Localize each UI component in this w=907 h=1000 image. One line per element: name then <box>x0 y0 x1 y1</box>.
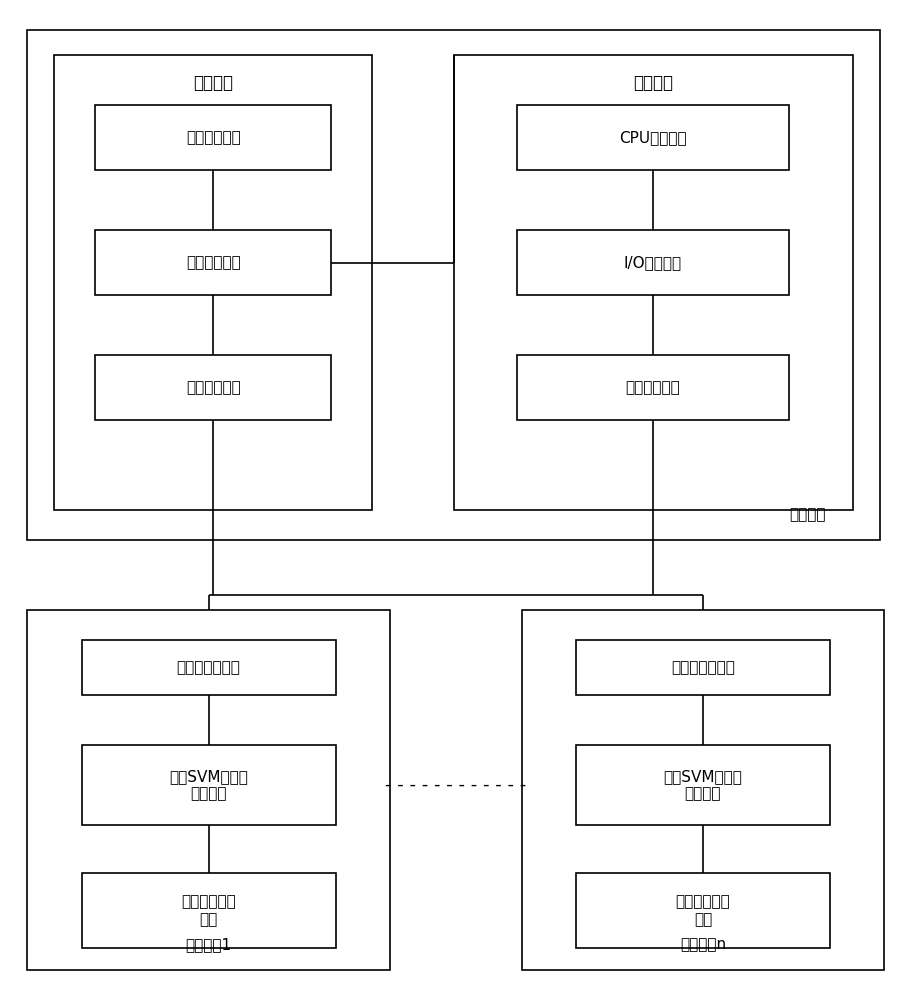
Text: 服务发现模块: 服务发现模块 <box>186 380 240 395</box>
Bar <box>82 873 336 948</box>
Text: 容器状态分析器: 容器状态分析器 <box>671 660 735 675</box>
Text: 网络监控模块: 网络监控模块 <box>626 380 680 395</box>
Text: 应用调度模块: 应用调度模块 <box>186 255 240 270</box>
Text: 应用管理模块: 应用管理模块 <box>186 130 240 145</box>
Bar <box>95 105 331 170</box>
Bar <box>576 640 830 695</box>
Bar <box>454 55 853 510</box>
Bar <box>517 105 789 170</box>
Bar <box>517 230 789 295</box>
Bar <box>522 610 884 970</box>
Bar <box>95 355 331 420</box>
Text: 计算节点1: 计算节点1 <box>186 938 231 952</box>
Text: 容器状态分析器: 容器状态分析器 <box>177 660 240 675</box>
Text: 基于SVM的干扰
检测模块: 基于SVM的干扰 检测模块 <box>664 769 742 801</box>
Bar <box>576 873 830 948</box>
Text: - - - - - - - - - - - -: - - - - - - - - - - - - <box>385 776 526 794</box>
Text: 管理节点: 管理节点 <box>789 507 825 522</box>
Bar <box>54 55 372 510</box>
Bar <box>517 355 789 420</box>
Text: 计算节点n: 计算节点n <box>680 938 726 952</box>
Text: I/O监控模块: I/O监控模块 <box>624 255 682 270</box>
Text: 容器资源调度
模块: 容器资源调度 模块 <box>676 894 730 927</box>
Bar <box>82 745 336 825</box>
Text: 监控模块: 监控模块 <box>633 74 673 92</box>
Text: 容器资源调度
模块: 容器资源调度 模块 <box>181 894 236 927</box>
Text: CPU监控模块: CPU监控模块 <box>619 130 687 145</box>
Bar <box>95 230 331 295</box>
Bar <box>82 640 336 695</box>
Text: 管理模块: 管理模块 <box>193 74 233 92</box>
Bar <box>27 30 880 540</box>
Bar <box>576 745 830 825</box>
Bar <box>27 610 390 970</box>
Text: 基于SVM的干扰
检测模块: 基于SVM的干扰 检测模块 <box>170 769 248 801</box>
